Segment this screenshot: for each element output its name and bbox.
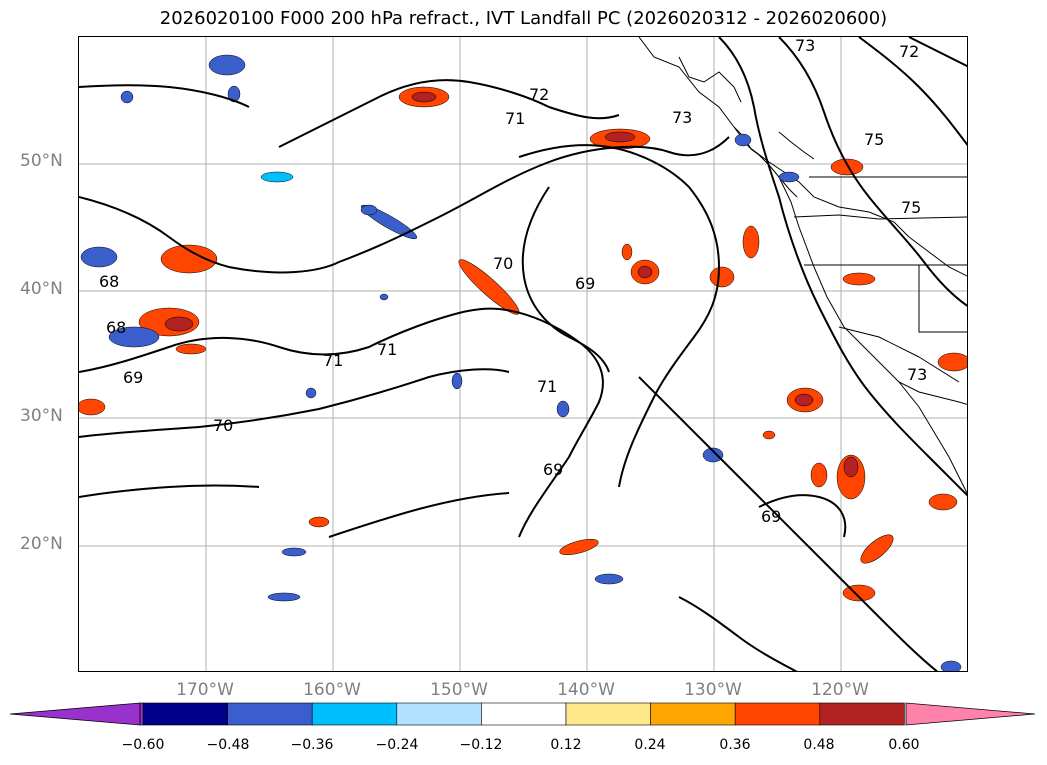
colorbar-tick: −0.36: [290, 737, 334, 753]
colorbar-segment: [481, 702, 567, 726]
colorbar-tick: −0.48: [206, 737, 250, 753]
contour-label: 69: [123, 368, 143, 387]
colorbar-tick: −0.60: [121, 737, 165, 753]
contour-label: 70: [213, 416, 233, 435]
contour-label: 71: [323, 351, 343, 370]
colorbar-tick: 0.24: [634, 737, 666, 753]
contour-label: 73: [907, 365, 927, 384]
map-panel[interactable]: 73 72 72 71 71 71 71 70 70 69 69 69 69 6…: [78, 36, 968, 672]
contour-label: 69: [543, 460, 563, 479]
colorbar-tick: 0.12: [550, 737, 582, 753]
colorbar-segment: [565, 702, 651, 726]
colorbar-tick: 0.36: [719, 737, 751, 753]
lon-label-120w: 120°W: [811, 680, 869, 700]
contour-label: 73: [795, 37, 815, 55]
colorbar-segment: [142, 702, 228, 726]
colorbar-max-arrow: [905, 702, 1036, 726]
colorbar-tick: −0.12: [459, 737, 503, 753]
colorbar: [9, 702, 1036, 726]
contour-label: 72: [899, 42, 919, 61]
contour-label: 73: [672, 108, 692, 127]
lat-label-30n: 30°N: [20, 406, 63, 426]
colorbar-segments: [139, 702, 905, 726]
contour-label: 72: [529, 85, 549, 104]
contour-label: 68: [106, 318, 126, 337]
colorbar-segment: [734, 702, 821, 726]
lat-label-50n: 50°N: [20, 151, 63, 171]
colorbar-segment: [819, 702, 905, 726]
contour-label: 71: [377, 340, 397, 359]
colorbar-segment: [396, 702, 482, 726]
colorbar-segment: [311, 702, 398, 726]
shaded-regions: [79, 54, 967, 671]
contour-label: 71: [505, 109, 525, 128]
gridlines: [79, 37, 967, 671]
contour-label: 75: [901, 198, 921, 217]
colorbar-tick: −0.24: [375, 737, 419, 753]
lon-label-140w: 140°W: [557, 680, 615, 700]
contour-label: 68: [99, 272, 119, 291]
colorbar-segment: [139, 702, 144, 726]
lat-label-20n: 20°N: [20, 534, 63, 554]
contour-label: 71: [537, 377, 557, 396]
contour-label-group: 73 72 72 71 71 71 71 70 70 69 69 69 69 6…: [99, 37, 927, 526]
map-svg: 73 72 72 71 71 71 71 70 70 69 69 69 69 6…: [79, 37, 967, 671]
colorbar-segment: [227, 702, 313, 726]
coastlines: [638, 37, 967, 495]
colorbar-tick: 0.60: [888, 737, 920, 753]
contour-label: 75: [864, 130, 884, 149]
colorbar-segment: [650, 702, 736, 726]
contour-label: 69: [575, 274, 595, 293]
colorbar-min-arrow: [9, 702, 141, 726]
lon-label-130w: 130°W: [684, 680, 742, 700]
lon-label-160w: 160°W: [303, 680, 361, 700]
lon-label-170w: 170°W: [176, 680, 234, 700]
contour-label: 69: [761, 507, 781, 526]
contour-lines: [79, 37, 967, 671]
lon-label-150w: 150°W: [430, 680, 488, 700]
map-title: 2026020100 F000 200 hPa refract., IVT La…: [159, 8, 888, 29]
lat-label-40n: 40°N: [20, 279, 63, 299]
contour-label: 70: [493, 254, 513, 273]
colorbar-tick: 0.48: [803, 737, 835, 753]
